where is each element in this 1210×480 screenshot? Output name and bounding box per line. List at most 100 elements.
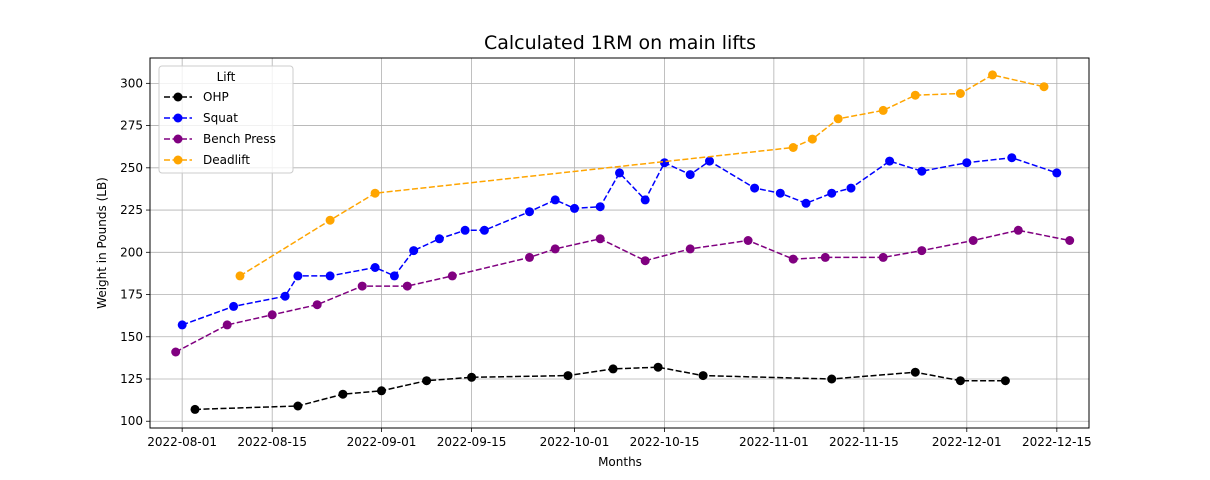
ohp-point	[377, 386, 386, 396]
squat-point	[1052, 168, 1062, 178]
ohp-point	[338, 389, 348, 399]
x-tick-label: 2022-12-15	[1022, 435, 1092, 449]
legend-box	[158, 65, 294, 174]
squat-point	[705, 156, 714, 166]
bench-press-point	[595, 234, 605, 244]
y-tick-label: 225	[120, 203, 143, 217]
squat-point	[962, 158, 972, 168]
deadlift-point	[370, 188, 380, 198]
squat-point	[389, 271, 399, 281]
y-tick-label: 300	[120, 76, 143, 90]
squat-point	[775, 188, 785, 198]
legend-label: OHP	[203, 90, 229, 104]
squat-point	[640, 195, 650, 205]
x-tick-label: 2022-10-01	[540, 435, 610, 449]
y-axis-ticks: 100 125 150 175 200 225 250 275 300	[120, 76, 150, 428]
bench-press-point	[1065, 236, 1075, 245]
ohp-point	[563, 371, 573, 381]
x-tick-label: 2022-09-15	[437, 435, 507, 449]
deadlift-point	[235, 271, 245, 281]
squat-point	[550, 195, 560, 205]
y-tick-label: 200	[120, 245, 143, 259]
deadlift-point	[910, 90, 920, 100]
series-squat	[177, 153, 1062, 330]
gridlines	[150, 58, 1089, 428]
deadlift-point	[955, 89, 965, 98]
bench-press-point	[267, 310, 277, 320]
bench-press-point	[743, 236, 753, 245]
legend-item-bench-press: Bench Press	[164, 132, 276, 146]
bench-press-point	[402, 281, 412, 291]
ohp-point	[608, 364, 618, 374]
squat-point	[846, 183, 856, 193]
squat-point	[370, 263, 380, 272]
ohp-point	[827, 374, 837, 384]
bench-press-point	[640, 256, 650, 266]
squat-point	[460, 225, 470, 235]
ohp-point	[955, 376, 965, 386]
bench-press-point	[685, 244, 695, 254]
x-axis-label: Months	[598, 455, 642, 469]
ohp-point	[190, 404, 200, 414]
squat-point	[525, 207, 534, 217]
squat-point	[615, 168, 624, 178]
squat-point	[917, 166, 927, 176]
y-tick-label: 275	[120, 119, 143, 133]
bench-press-point	[447, 271, 457, 281]
bench-press-line	[175, 229, 1070, 353]
ohp-point	[653, 362, 663, 372]
squat-point	[280, 291, 290, 301]
legend-title: Lift	[217, 70, 236, 84]
x-axis-ticks: 2022-08-01 2022-08-15 2022-09-01 2022-09-15…	[147, 428, 1092, 449]
deadlift-point	[325, 215, 335, 225]
ohp-point	[293, 401, 303, 411]
legend-label: Squat	[203, 111, 238, 125]
bench-press-point	[878, 252, 888, 262]
bench-press-point	[917, 246, 927, 256]
bench-press-point	[312, 300, 322, 310]
deadlift-point	[833, 114, 843, 124]
legend-item-deadlift: Deadlift	[164, 153, 250, 167]
legend-label: Bench Press	[203, 132, 276, 146]
squat-point	[595, 202, 605, 212]
ohp-point	[467, 372, 477, 382]
x-tick-label: 2022-08-15	[237, 435, 307, 449]
squat-point	[293, 271, 303, 281]
deadlift-point	[988, 70, 997, 80]
squat-point	[685, 170, 695, 180]
squat-point	[325, 271, 335, 281]
series-deadlift	[235, 70, 1049, 281]
bench-press-point	[550, 244, 560, 254]
chart-title: Calculated 1RM on main lifts	[484, 32, 756, 54]
squat-point	[177, 320, 187, 330]
deadlift-point	[878, 105, 888, 115]
series-bench-press	[171, 225, 1075, 357]
bench-press-point	[820, 252, 830, 262]
series-ohp	[190, 362, 1010, 414]
squat-point	[827, 188, 837, 198]
legend-label: Deadlift	[203, 153, 250, 167]
series-layer	[171, 70, 1075, 414]
x-tick-label: 2022-11-01	[739, 435, 809, 449]
bench-press-point	[525, 252, 534, 262]
x-tick-label: 2022-11-15	[829, 435, 899, 449]
legend-item-squat: Squat	[164, 111, 238, 125]
squat-point	[660, 158, 669, 168]
y-axis-label: Weight in Pounds (LB)	[95, 177, 109, 309]
squat-point	[229, 301, 239, 311]
x-tick-label: 2022-09-01	[347, 435, 417, 449]
deadlift-point	[807, 134, 817, 144]
legend-swatch-marker	[173, 92, 183, 102]
squat-point	[750, 183, 760, 193]
squat-point	[801, 198, 811, 208]
legend-swatch-marker	[173, 155, 183, 165]
ohp-point	[698, 371, 708, 381]
plot-frame	[149, 57, 1090, 429]
ohp-point	[1000, 376, 1010, 386]
y-tick-label: 250	[120, 161, 143, 175]
squat-point	[570, 203, 579, 213]
x-tick-label: 2022-10-15	[630, 435, 700, 449]
x-tick-label: 2022-12-01	[932, 435, 1002, 449]
